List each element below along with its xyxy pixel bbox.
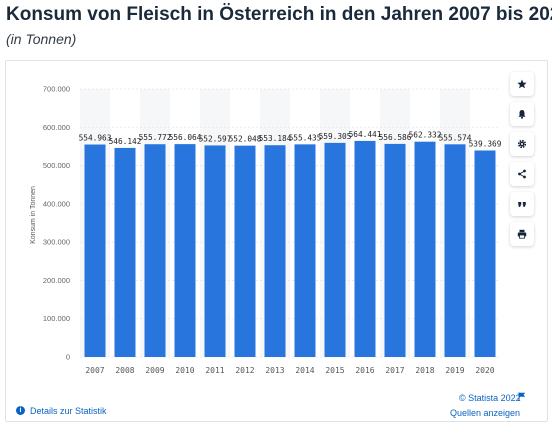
share-icon (518, 169, 526, 179)
x-tick-label: 2017 (385, 366, 404, 375)
y-tick-label: 600.000 (43, 123, 70, 132)
sources-link[interactable]: Quellen anzeigen (450, 408, 521, 418)
data-label: 546.142 (109, 137, 142, 146)
data-label: 552.048 (229, 135, 262, 144)
bar[interactable] (264, 145, 286, 357)
x-tick-label: 2008 (115, 366, 134, 375)
data-label: 556.586 (379, 133, 412, 142)
details-link[interactable]: Details zur Statistik (30, 406, 107, 416)
y-tick-label: 500.000 (43, 161, 70, 170)
bar[interactable] (84, 144, 106, 357)
data-label: 555.435 (289, 133, 322, 142)
page-title: Konsum von Fleisch in Österreich in den … (6, 4, 552, 25)
settings-button[interactable] (510, 132, 534, 156)
data-label: 552.597 (199, 134, 232, 143)
x-tick-label: 2007 (85, 366, 104, 375)
bar[interactable] (234, 145, 256, 357)
y-axis-label: Konsum in Tonnen (30, 186, 37, 244)
print-button[interactable] (510, 222, 534, 246)
quote-icon (518, 202, 526, 207)
data-label: 555.574 (439, 133, 472, 142)
bar[interactable] (204, 145, 226, 357)
data-label: 554.963 (79, 134, 112, 143)
x-tick-label: 2010 (175, 366, 194, 375)
x-tick-label: 2019 (445, 366, 464, 375)
value-labels: 554.963546.142555.772556.064552.597552.0… (79, 130, 502, 149)
info-icon[interactable]: i (16, 406, 25, 415)
favorite-button[interactable] (510, 72, 534, 96)
bar[interactable] (114, 147, 136, 357)
flag-icon[interactable] (518, 392, 526, 401)
cite-button[interactable] (510, 192, 534, 216)
y-tick-label: 200.000 (43, 276, 70, 285)
data-label: 553.184 (259, 134, 292, 143)
bar[interactable] (294, 144, 316, 357)
page-subtitle: (in Tonnen) (6, 31, 77, 47)
x-tick-label: 2012 (235, 366, 254, 375)
data-label: 539.369 (469, 139, 502, 148)
data-label: 564.441 (349, 130, 382, 139)
data-label: 555.772 (139, 133, 172, 142)
x-tick-label: 2009 (145, 366, 164, 375)
bar[interactable] (384, 143, 406, 357)
notification-button[interactable] (510, 102, 534, 126)
y-tick-label: 300.000 (43, 238, 70, 247)
x-tick-label: 2013 (265, 366, 284, 375)
data-label: 562.332 (409, 131, 442, 140)
data-label: 559.305 (319, 132, 352, 141)
x-tick-label: 2015 (325, 366, 344, 375)
bars (84, 140, 496, 357)
copyright-link[interactable]: © Statista 2022 (459, 393, 521, 403)
bar[interactable] (144, 144, 166, 357)
bar[interactable] (414, 141, 436, 357)
x-tick-label: 2016 (355, 366, 374, 375)
y-tick-label: 100.000 (43, 314, 70, 323)
share-button[interactable] (510, 162, 534, 186)
x-tick-labels: 2007 2008 2009 2010 2011 2012 2013 2014 2015 2016… (85, 366, 494, 375)
x-tick-label: 2011 (205, 366, 224, 375)
gear-icon (517, 139, 527, 149)
y-tick-label: 0 (66, 353, 70, 362)
bell-icon (518, 110, 526, 119)
bar[interactable] (354, 140, 376, 357)
bar[interactable] (444, 144, 466, 357)
y-tick-label: 700.000 (43, 85, 70, 94)
y-tick-labels: 0 100.000 200.000 300.000 400.000 500.000 600.… (43, 85, 70, 362)
bar[interactable] (474, 150, 496, 357)
x-tick-label: 2018 (415, 366, 434, 375)
x-tick-label: 2020 (475, 366, 494, 375)
y-tick-label: 400.000 (43, 199, 70, 208)
data-label: 556.064 (169, 133, 202, 142)
bar[interactable] (174, 144, 196, 357)
print-icon (517, 229, 527, 239)
x-tick-label: 2014 (295, 366, 314, 375)
bar[interactable] (324, 142, 346, 357)
star-icon (517, 79, 527, 89)
